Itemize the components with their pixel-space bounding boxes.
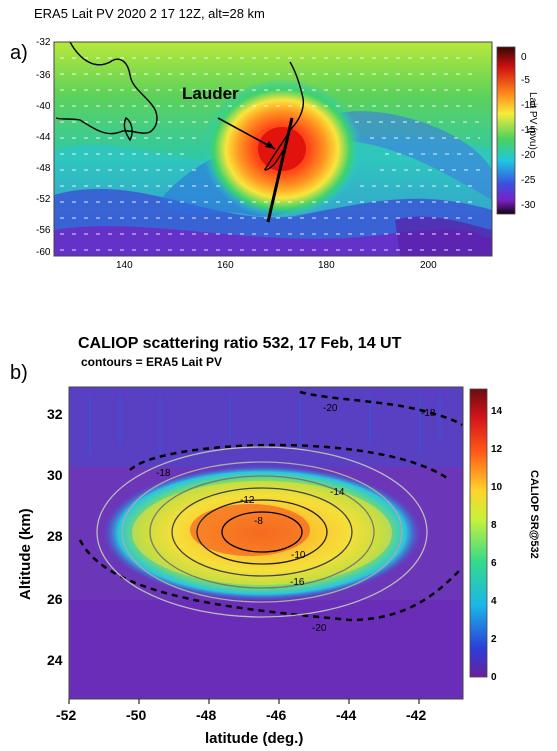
panel-b-subtitle: contours = ERA5 Lait PV — [81, 355, 223, 369]
contour-label: -20 — [323, 403, 338, 414]
a-ytick: -52 — [36, 194, 51, 205]
contour-label: -14 — [330, 487, 345, 498]
a-xtick: 180 — [318, 260, 335, 271]
a-ytick: -48 — [36, 163, 51, 174]
contour-label: -18 — [421, 408, 436, 419]
a-ytick: -44 — [36, 132, 51, 143]
a-cbtick: -10 — [521, 100, 536, 111]
b-cbtick: 12 — [491, 444, 503, 455]
b-ytick: 28 — [47, 528, 63, 544]
b-xtick: -52 — [56, 707, 77, 723]
a-ytick: -36 — [36, 70, 51, 81]
panel-a-title: ERA5 Lait PV 2020 2 17 12Z, alt=28 km — [34, 6, 265, 21]
a-ytick: -40 — [36, 101, 51, 112]
panel-b-colorbar — [469, 388, 488, 678]
panel-a-map — [53, 41, 516, 257]
pv-contours — [78, 390, 463, 622]
lauder-arrow — [217, 117, 276, 150]
a-cbtick: -15 — [521, 125, 536, 136]
b-cbtick: 6 — [491, 558, 497, 569]
panel-b-title: CALIOP scattering ratio 532, 17 Feb, 14 … — [78, 335, 402, 352]
b-xtick: -44 — [336, 707, 357, 723]
lauder-label: Lauder — [182, 84, 239, 103]
b-ytick: 24 — [47, 652, 63, 668]
b-ytick: 26 — [47, 591, 63, 607]
b-xtick: -46 — [266, 707, 287, 723]
contour-label: -16 — [290, 577, 305, 588]
contour-label: -20 — [312, 623, 327, 634]
a-ytick: -60 — [36, 247, 51, 258]
b-xtick: -42 — [406, 707, 427, 723]
caliop-track — [266, 117, 294, 223]
pv-field — [54, 42, 492, 256]
contour-label: -18 — [156, 468, 171, 479]
b-cbtick: 0 — [491, 672, 497, 683]
b-cbtick: 14 — [491, 406, 503, 417]
a-cbtick: -25 — [521, 175, 536, 186]
sr-field — [69, 387, 463, 699]
a-ytick: -32 — [36, 37, 51, 48]
a-cbtick: 0 — [521, 52, 527, 63]
coastline — [55, 42, 305, 171]
b-ytick: 32 — [47, 406, 63, 422]
a-xtick: 200 — [420, 260, 437, 271]
wind-barbs — [60, 57, 480, 251]
b-cbtick: 8 — [491, 520, 497, 531]
panel-a-colorbar — [496, 46, 516, 215]
a-cbtick: -20 — [521, 150, 536, 161]
b-ylabel: Altitude (km) — [17, 508, 34, 600]
b-xtick: -48 — [196, 707, 217, 723]
a-cbtick: -5 — [521, 75, 530, 86]
b-xlabel: latitude (deg.) — [205, 730, 304, 747]
b-xtick: -50 — [126, 707, 147, 723]
b-cbtick: 10 — [491, 482, 503, 493]
a-xtick: 140 — [116, 260, 133, 271]
contour-label: -10 — [291, 550, 306, 561]
a-cbtick: -30 — [521, 200, 536, 211]
b-cbtick: 4 — [491, 596, 497, 607]
contour-label: -12 — [240, 495, 255, 506]
b-cbtick: 2 — [491, 634, 497, 645]
b-colorbar-label: CALIOP SR@532 — [528, 470, 540, 559]
panel-b-letter: b) — [10, 362, 28, 384]
b-ytick: 30 — [47, 467, 63, 483]
contour-label: -8 — [254, 516, 263, 527]
a-ytick: -56 — [36, 225, 51, 236]
panel-a-letter: a) — [10, 42, 28, 64]
a-xtick: 160 — [217, 260, 234, 271]
